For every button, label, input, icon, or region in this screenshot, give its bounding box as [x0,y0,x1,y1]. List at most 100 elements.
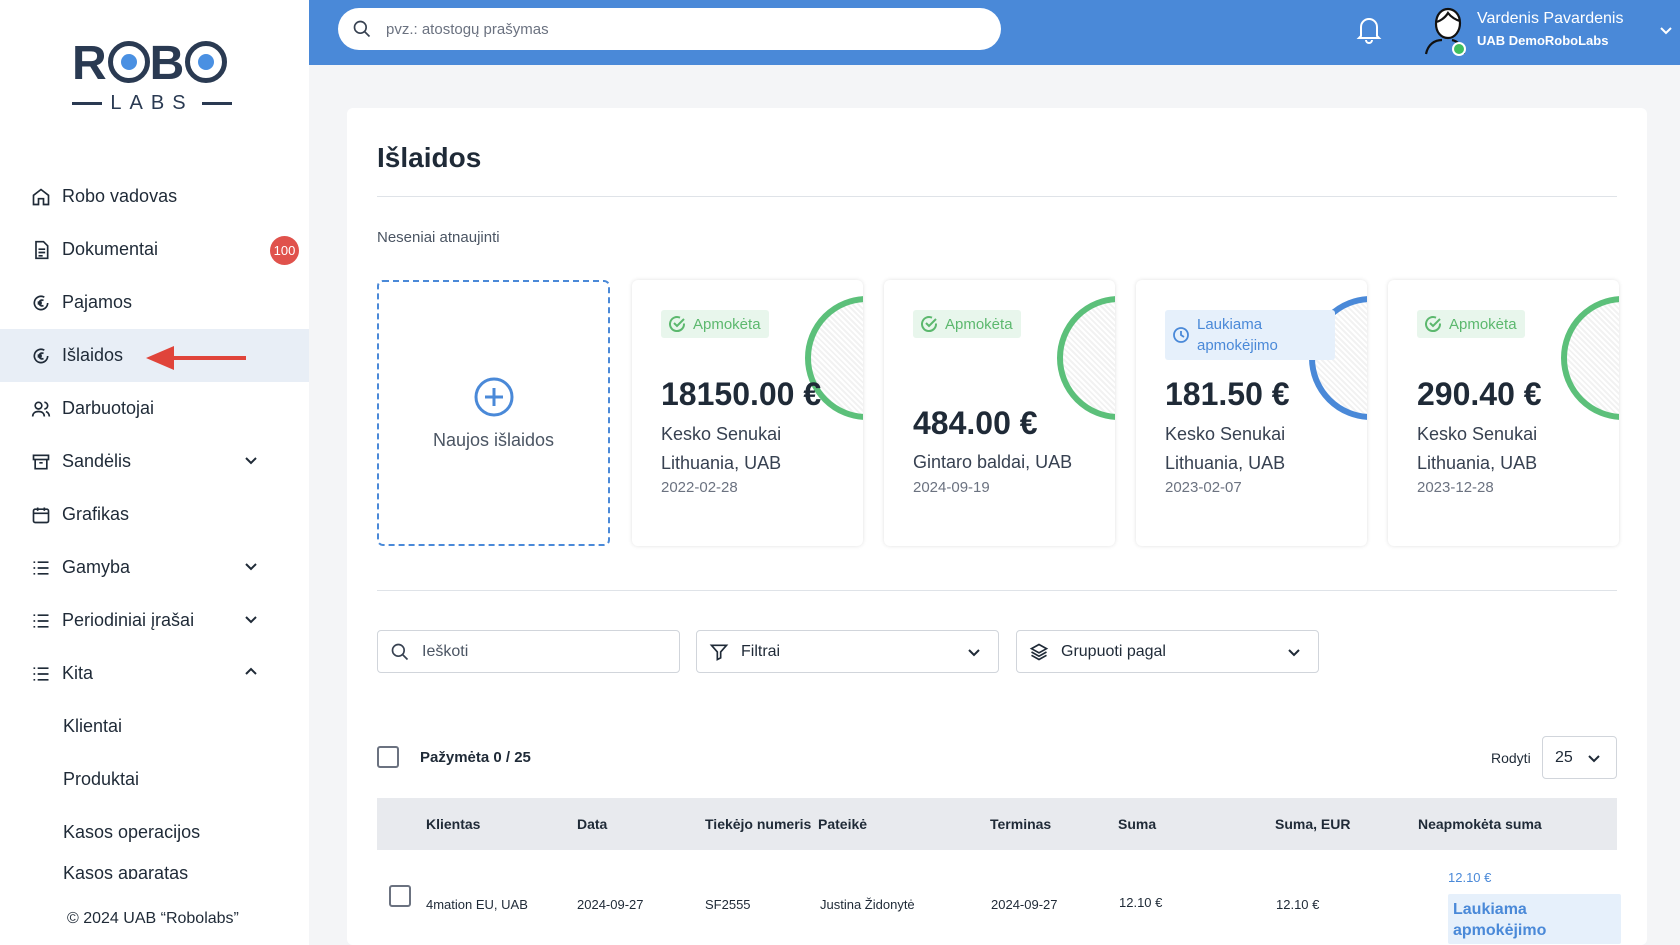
group-by-dropdown[interactable]: Grupuoti pagal [1016,630,1319,673]
user-info[interactable]: Vardenis Pavardenis UAB DemoRoboLabs [1477,10,1623,48]
select-all-row: Pažymėta 0 / 25 [377,746,531,768]
euro-expense-icon [30,345,52,367]
sidebar-item-label: Darbuotojai [62,398,155,418]
sidebar-item-label: Dokumentai [62,239,159,259]
sidebar-item-dokumentai[interactable]: Dokumentai 100 [0,223,309,276]
sidebar-item-label: Periodiniai įrašai [62,610,195,630]
divider [377,196,1617,197]
status-badge: Laukiama apmokėjimo [1165,310,1335,360]
home-icon [30,186,52,208]
expense-company: Kesko Senukai Lithuania, UAB [1417,424,1538,473]
check-circle-icon [669,316,686,333]
filters-dropdown[interactable]: Filtrai [696,630,999,673]
expense-search-input[interactable] [422,642,662,661]
document-icon [30,239,52,261]
topbar: Vardenis Pavardenis UAB DemoRoboLabs [309,0,1680,65]
expense-date: 2023-12-28 [1417,479,1494,496]
list-icon [30,610,52,632]
sidebar-item-kita[interactable]: Kita [0,647,309,700]
sidebar-item-darbuotojai[interactable]: Darbuotojai [0,382,309,435]
cell-due-date: 2024-09-27 [991,897,1058,912]
sidebar-item-gamyba[interactable]: Gamyba [0,541,309,594]
row-checkbox[interactable] [389,885,411,907]
plus-circle-icon [474,377,513,416]
expense-card[interactable]: Laukiama apmokėjimo 181.50 € Kesko Senuk… [1136,280,1367,546]
expense-amount: 181.50 € [1165,376,1290,412]
cell-date: 2024-09-27 [577,897,644,912]
filters-label: Filtrai [741,642,781,660]
column-header[interactable]: Terminas [990,816,1052,832]
expense-amount: 18150.00 € [661,376,822,412]
sidebar-item-label: Pajamos [62,292,133,312]
sidebar-subitem-produktai[interactable]: Produktai [63,769,140,789]
chevron-down-icon[interactable] [1658,22,1674,38]
global-search[interactable] [338,8,1001,50]
column-header[interactable]: Pateikė [818,816,868,832]
expense-amount: 484.00 € [913,405,1038,441]
cell-amount: 12.10 € [1119,895,1163,910]
expense-date: 2023-02-07 [1165,479,1242,496]
cell-supplier-number: SF2555 [705,897,751,912]
chevron-down-icon[interactable] [243,558,259,574]
status-ring [1561,296,1619,420]
global-search-input[interactable] [386,20,946,38]
expense-date: 2022-02-28 [661,479,738,496]
select-all-checkbox[interactable] [377,746,399,768]
chevron-down-icon[interactable] [243,452,259,468]
column-header[interactable]: Tiekėjo numeris [705,816,812,832]
chevron-down-icon[interactable] [243,611,259,627]
cell-submitted-by: Justina Židonytė [820,897,915,912]
bell-icon[interactable] [1355,14,1383,44]
expense-card[interactable]: Apmokėta 18150.00 € Kesko Senukai Lithua… [632,280,863,546]
chevron-down-icon [1288,649,1300,657]
cell-unpaid-amount: 12.10 € [1448,870,1492,885]
list-icon [30,663,52,685]
chevron-down-icon [968,649,980,657]
avatar[interactable] [1420,4,1470,56]
check-circle-icon [921,316,938,333]
selected-count: Pažymėta 0 / 25 [420,748,531,766]
expense-date: 2024-09-19 [913,479,990,496]
sidebar-item-sandelis[interactable]: Sandėlis [0,435,309,488]
status-badge: Laukiama apmokėjimo [1448,894,1621,944]
page-size-label: Rodyti [1491,750,1531,766]
sidebar-subitem-kasos-aparatas[interactable]: Kasos aparatas [63,863,189,879]
expense-card[interactable]: Apmokėta 484.00 € Gintaro baldai, UAB 20… [884,280,1115,546]
sidebar-item-pajamos[interactable]: Pajamos [0,276,309,329]
notification-badge: 100 [270,236,299,265]
table-row[interactable]: 4mation EU, UAB 2024-09-27 SF2555 Justin… [377,850,1621,945]
clock-icon [1173,327,1189,343]
sidebar-item-periodiniai-irasai[interactable]: Periodiniai įrašai [0,594,309,647]
column-header[interactable]: Neapmokėta suma [1418,816,1542,832]
group-by-label: Grupuoti pagal [1061,642,1166,660]
column-header[interactable]: Data [577,816,608,832]
column-header[interactable]: Suma, EUR [1275,816,1351,832]
sidebar-subitem-klientai[interactable]: Klientai [63,716,123,736]
expense-card[interactable]: Apmokėta 290.40 € Kesko Senukai Lithuani… [1388,280,1619,546]
red-arrow-annotation [146,346,246,370]
chevron-down-icon [1588,755,1600,763]
sidebar-subitem-kasos-operacijos[interactable]: Kasos operacijos [63,822,201,842]
page-title: Išlaidos [377,142,482,173]
search-icon [353,20,371,38]
chevron-up-icon[interactable] [243,664,259,680]
sidebar-nav: Robo vadovas Dokumentai 100 Pajamos Išla… [0,170,309,879]
cell-amount-eur: 12.10 € [1276,897,1320,912]
sidebar-item-grafikas[interactable]: Grafikas [0,488,309,541]
euro-income-icon [30,292,52,314]
column-header[interactable]: Suma [1118,816,1157,832]
search-icon [391,643,409,660]
page-size-select[interactable]: 25 [1542,736,1617,779]
expense-amount: 290.40 € [1417,376,1542,412]
new-expense-button[interactable]: Naujos išlaidos [377,280,610,546]
check-circle-icon [1425,316,1442,333]
page-size-value: 25 [1555,748,1573,766]
status-ring [1057,296,1115,420]
status-badge: Apmokėta [661,310,769,338]
sidebar-item-label: Gamyba [62,557,131,577]
sidebar-item-robo-vadovas[interactable]: Robo vadovas [0,170,309,223]
expense-search[interactable] [377,630,680,673]
filter-icon [709,644,729,661]
column-header[interactable]: Klientas [426,816,481,832]
